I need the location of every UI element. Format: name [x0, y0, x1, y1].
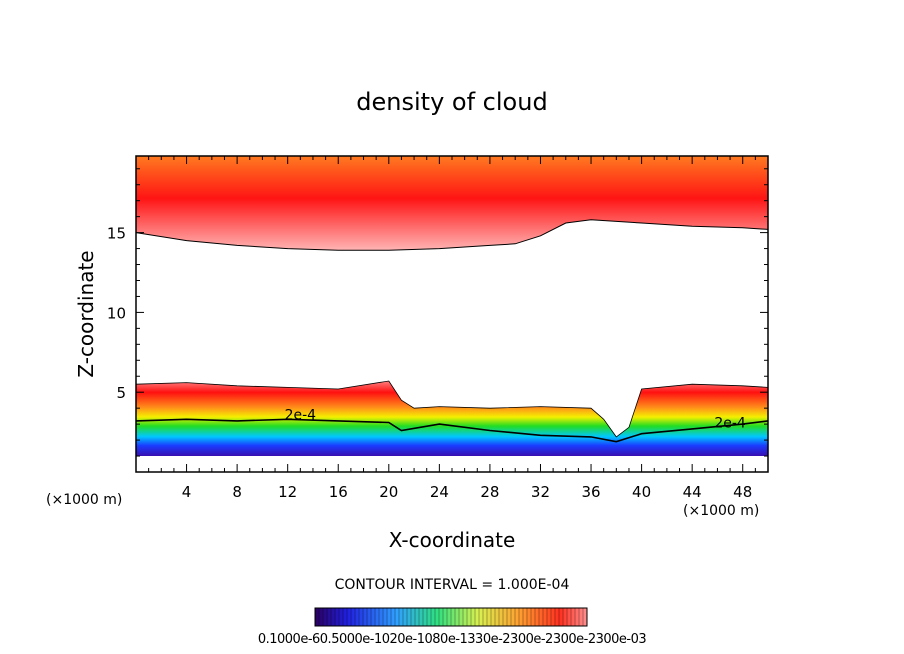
contour-label-1: 2e-4: [714, 415, 746, 431]
x-axis: 4 8 12 16 20 24 28 32 36 40 44 48: [148, 156, 756, 501]
lower-layer-contour: [136, 380, 768, 438]
x-unit-label: (×1000 m): [683, 503, 760, 519]
x-tick-label: 40: [632, 483, 651, 501]
x-tick-label: 16: [329, 483, 348, 501]
chart-title: density of cloud: [356, 88, 548, 116]
x-tick-label: 48: [733, 483, 752, 501]
z-unit-label: (×1000 m): [46, 492, 123, 508]
contour-label-0: 2e-4: [285, 407, 317, 423]
colorbar-labels: 0.1000e-60.5000e-1020e-1080e-1330e-2300e…: [257, 632, 647, 647]
y-tick-label: 15: [107, 225, 126, 243]
x-tick-label: 24: [430, 483, 449, 501]
x-tick-label: 44: [683, 483, 702, 501]
x-tick-label: 28: [480, 483, 499, 501]
y-tick-label: 5: [116, 384, 126, 402]
colorbar-ticks: [318, 608, 584, 626]
x-axis-title: X-coordinate: [388, 528, 516, 552]
upper-cloud-layer: [136, 156, 768, 251]
y-axis-title: Z-coordinate: [74, 250, 98, 378]
x-tick-label: 20: [379, 483, 398, 501]
y-tick-label: 10: [107, 304, 126, 322]
upper-layer-contour: [136, 219, 768, 251]
x-tick-label: 8: [232, 483, 242, 501]
x-tick-label: 4: [182, 483, 192, 501]
contour-2e-4: [136, 418, 768, 443]
x-tick-label: 32: [531, 483, 550, 501]
contour-interval: CONTOUR INTERVAL = 1.000E-04: [334, 577, 570, 593]
x-tick-label: 36: [581, 483, 600, 501]
x-tick-label: 12: [278, 483, 297, 501]
contour-labels: 2e-4 2e-4: [285, 407, 746, 431]
lower-cloud-layer: [136, 381, 768, 457]
y-axis: 5 10 15: [107, 168, 768, 457]
